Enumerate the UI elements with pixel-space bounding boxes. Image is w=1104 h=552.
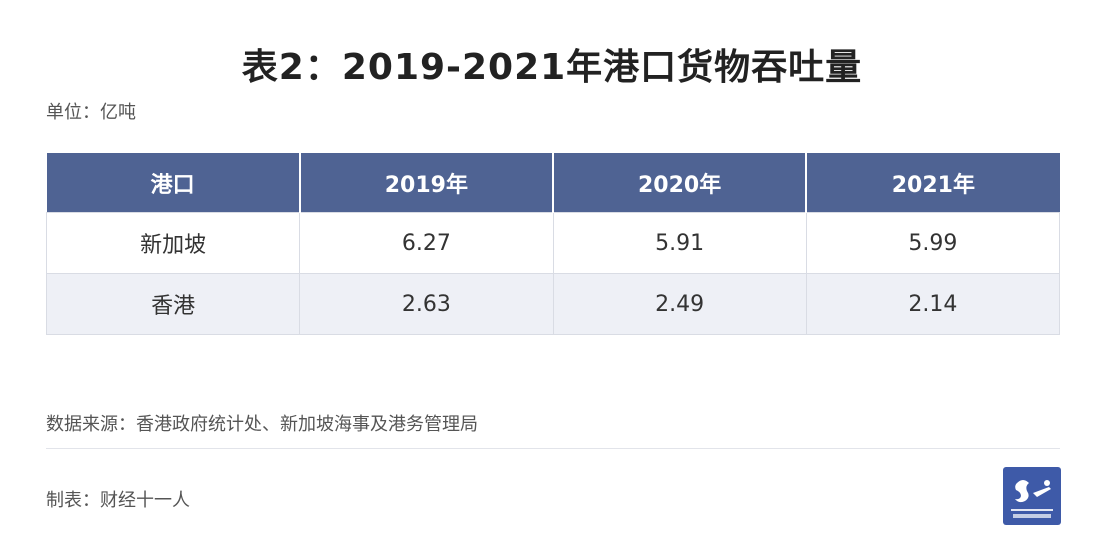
- cargo-throughput-table: 港口 2019年 2020年 2021年 新加坡 6.27 5.91 5.99 …: [45, 153, 1061, 335]
- table-row: 香港 2.63 2.49 2.14: [45, 273, 1061, 335]
- value-cell: 5.91: [552, 212, 807, 274]
- page-title: 表2：2019-2021年港口货物吞吐量: [241, 47, 863, 88]
- table-header-row: 港口 2019年 2020年 2021年: [46, 153, 1060, 213]
- value-cell: 2.14: [805, 273, 1061, 335]
- column-header-port: 港口: [46, 153, 300, 213]
- table-maker-note: 制表：财经十一人: [46, 490, 190, 511]
- column-header-2019: 2019年: [298, 153, 553, 213]
- logo-graphic: [1011, 480, 1053, 518]
- port-name-cell: 香港: [45, 273, 301, 335]
- value-cell: 5.99: [805, 212, 1061, 274]
- unit-label: 单位：亿吨: [46, 102, 136, 123]
- value-cell: 6.27: [299, 212, 554, 274]
- port-name-cell: 新加坡: [45, 212, 301, 274]
- caijing-logo-icon: [1003, 467, 1061, 525]
- column-header-2021: 2021年: [805, 153, 1060, 213]
- table-row: 新加坡 6.27 5.91 5.99: [45, 212, 1061, 274]
- value-cell: 2.63: [299, 273, 554, 335]
- data-source-note: 数据来源：香港政府统计处、新加坡海事及港务管理局: [46, 414, 478, 435]
- divider: [46, 448, 1060, 449]
- value-cell: 2.49: [552, 273, 807, 335]
- column-header-2020: 2020年: [551, 153, 807, 213]
